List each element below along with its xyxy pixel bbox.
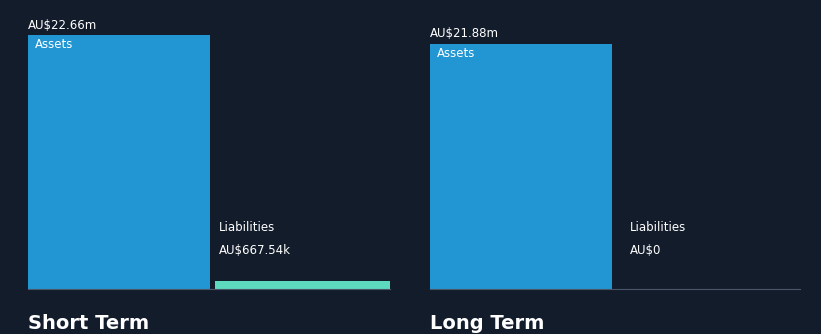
Text: AU$667.54k: AU$667.54k [219, 244, 291, 257]
Text: Short Term: Short Term [28, 314, 149, 333]
Text: Liabilities: Liabilities [219, 221, 276, 234]
Text: Long Term: Long Term [430, 314, 544, 333]
Text: Assets: Assets [34, 38, 73, 51]
Bar [430, 44, 612, 289]
Bar [28, 35, 210, 289]
Text: Liabilities: Liabilities [630, 221, 686, 234]
Text: AU$21.88m: AU$21.88m [430, 27, 499, 40]
Text: AU$0: AU$0 [630, 244, 661, 257]
Text: Assets: Assets [437, 47, 475, 60]
Text: AU$22.66m: AU$22.66m [28, 19, 97, 32]
Bar [215, 282, 390, 289]
